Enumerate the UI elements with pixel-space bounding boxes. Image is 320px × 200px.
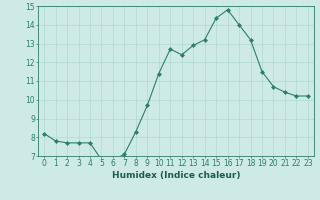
X-axis label: Humidex (Indice chaleur): Humidex (Indice chaleur) — [112, 171, 240, 180]
